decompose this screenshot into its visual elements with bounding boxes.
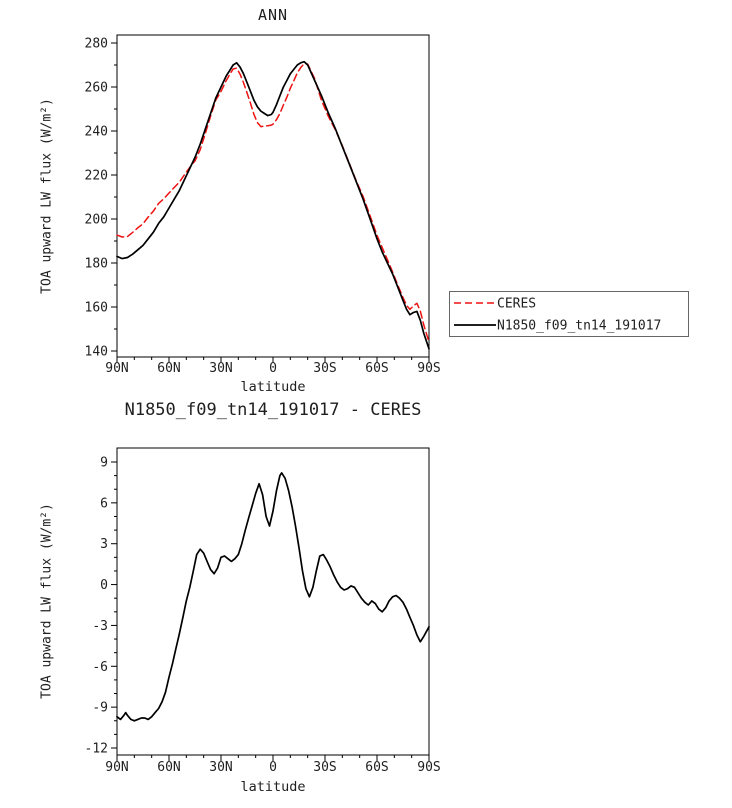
x-tick-label: 30N <box>209 760 232 775</box>
y-tick-label: 260 <box>85 81 108 96</box>
diff-x-axis-label: latitude <box>240 779 306 795</box>
x-tick-label: 90S <box>417 361 440 376</box>
plot-frame <box>116 447 430 756</box>
x-tick-label: 60N <box>157 760 180 775</box>
y-tick-label: 140 <box>85 345 108 360</box>
series-line-ceres <box>116 62 430 343</box>
y-tick-label: 160 <box>85 301 108 316</box>
x-tick-label: 0 <box>269 760 277 775</box>
y-tick-label: -3 <box>92 619 108 634</box>
y-tick-label: 280 <box>85 37 108 52</box>
diff-chart-title: N1850_f09_tn14_191017 - CERES <box>124 400 422 420</box>
y-tick-label: 0 <box>100 578 108 593</box>
series-line-n1850-f09-tn14-191017-ceres <box>116 472 430 722</box>
legend-entry-label: N1850_f09_tn14_191017 <box>497 319 661 334</box>
x-tick-label: 30S <box>313 760 336 775</box>
plot-frame <box>116 34 430 358</box>
y-tick-label: 220 <box>85 169 108 184</box>
series-line-n1850-f09-tn14-191017 <box>116 60 430 350</box>
y-tick-label: -6 <box>92 660 108 675</box>
x-tick-label: 60S <box>365 361 388 376</box>
y-tick-label: 6 <box>100 496 108 511</box>
legend-entry-label: CERES <box>497 297 536 312</box>
ann-flux-chart-canvas: 90N 60N 30N 0 30S 60S 90S 140 160 180 200 220 240 260… <box>85 34 689 376</box>
ann-x-axis-label: latitude <box>240 379 306 395</box>
y-tick-label: 9 <box>100 456 108 471</box>
y-tick-label: 200 <box>85 213 108 228</box>
x-tick-label: 30N <box>209 361 232 376</box>
y-tick-label: 240 <box>85 125 108 140</box>
x-tick-label: 0 <box>269 361 277 376</box>
x-tick-label: 30S <box>313 361 336 376</box>
ann-chart-title: ANN <box>257 6 289 24</box>
legend-box <box>449 291 689 337</box>
y-tick-label: -12 <box>85 742 108 757</box>
x-tick-label: 60S <box>365 760 388 775</box>
x-tick-label: 90N <box>105 760 128 775</box>
x-tick-label: 60N <box>157 361 180 376</box>
x-tick-label: 90S <box>417 760 440 775</box>
model-minus-ceres-chart-canvas: 90N 60N 30N 0 30S 60S 90S -12 -9 -6 -3 0 3 6 9 <box>85 447 441 775</box>
y-tick-label: 180 <box>85 257 108 272</box>
y-tick-label: 3 <box>100 537 108 552</box>
x-tick-label: 90N <box>105 361 128 376</box>
y-tick-label: -9 <box>92 701 108 716</box>
